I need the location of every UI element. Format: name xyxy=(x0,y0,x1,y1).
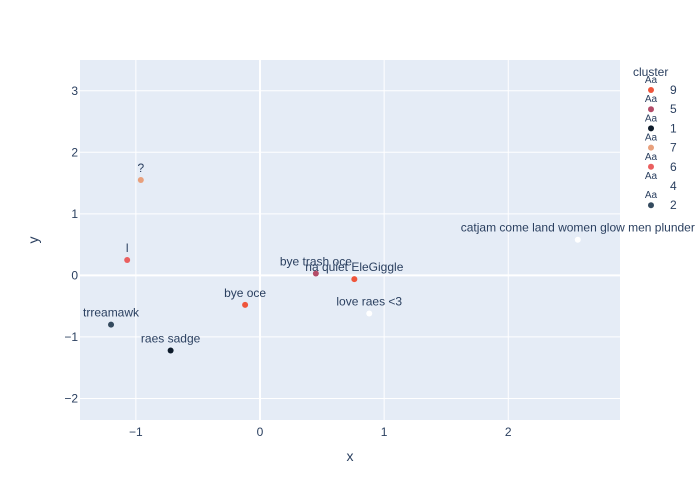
legend-entry-label: 1 xyxy=(670,121,677,135)
y-tick-label: 2 xyxy=(71,145,78,159)
legend-symbol-text: Aa xyxy=(645,190,658,201)
y-tick-label: −1 xyxy=(64,330,78,344)
point-label: trreamawk xyxy=(83,306,140,320)
legend-entry-label: 9 xyxy=(670,83,677,97)
point-label: ? xyxy=(137,161,144,175)
y-tick-label: 3 xyxy=(71,84,78,98)
y-axis-label: y xyxy=(25,237,41,244)
point-label: l xyxy=(126,241,129,255)
y-tick-labels: −2 −1 0 1 2 3 xyxy=(64,84,78,406)
legend-symbol-text: Aa xyxy=(645,152,658,163)
x-tick-label: 2 xyxy=(505,425,512,439)
legend-entry-label: 5 xyxy=(670,102,677,116)
data-points xyxy=(108,177,581,354)
point-label: love raes <3 xyxy=(336,295,402,309)
legend-marker xyxy=(648,125,654,132)
legend-symbol-text: Aa xyxy=(645,113,658,124)
point-label: bye oce xyxy=(224,286,266,300)
plot-background xyxy=(80,60,620,420)
legend-marker xyxy=(648,183,654,189)
x-tick-label: 0 xyxy=(257,425,264,439)
legend-marker xyxy=(648,106,654,113)
y-tick-label: 1 xyxy=(71,207,78,221)
data-point xyxy=(137,177,144,183)
legend-entry-label: 4 xyxy=(670,179,677,193)
x-tick-label: 1 xyxy=(381,425,388,439)
point-label: bye trash oce xyxy=(280,255,352,269)
legend-symbol-text: Aa xyxy=(645,171,658,182)
grid-lines xyxy=(80,60,620,420)
data-point xyxy=(167,347,174,354)
data-point xyxy=(366,310,373,317)
point-label: na quiet EleGiggle xyxy=(305,260,403,274)
x-axis-label: x xyxy=(347,448,354,464)
legend-entry-label: 7 xyxy=(670,141,677,155)
legend-title: cluster xyxy=(633,65,668,79)
data-point xyxy=(108,321,115,328)
legend-symbol-text: Aa xyxy=(645,94,658,105)
point-label: raes sadge xyxy=(141,331,201,345)
x-tick-label: −1 xyxy=(129,425,143,439)
y-tick-label: 0 xyxy=(71,268,78,282)
legend-marker xyxy=(648,163,654,170)
legend-symbol-text: Aa xyxy=(645,133,658,144)
legend-marker xyxy=(648,87,654,93)
legend-marker xyxy=(648,144,654,151)
legend-marker xyxy=(648,202,654,209)
legend-entry-label: 2 xyxy=(670,198,677,212)
legend: cluster Aa 9 Aa 5 Aa 1 Aa 7 Aa 6 Aa 4 Aa 2 xyxy=(633,65,677,212)
data-point xyxy=(312,270,319,277)
point-label: catjam come land women glow men plunder xyxy=(461,221,695,235)
data-point xyxy=(124,257,131,263)
data-point xyxy=(574,236,581,243)
legend-entry-label: 6 xyxy=(670,160,677,174)
data-point xyxy=(242,301,249,308)
y-tick-label: −2 xyxy=(64,391,78,405)
x-tick-labels: −1 0 1 2 xyxy=(129,425,512,439)
data-point xyxy=(351,276,358,283)
legend-symbol-text: Aa xyxy=(645,75,658,86)
